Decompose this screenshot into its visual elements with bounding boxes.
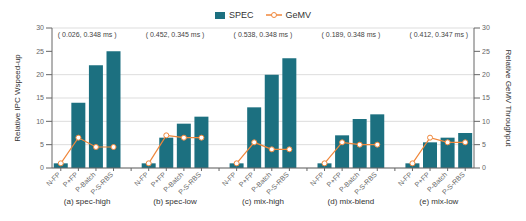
svg-text:P-S-RBS: P-S-RBS xyxy=(441,171,466,196)
svg-text:P-Batch: P-Batch xyxy=(425,170,449,194)
svg-text:25: 25 xyxy=(36,48,44,55)
svg-text:P-Batch: P-Batch xyxy=(162,170,185,194)
svg-text:30: 30 xyxy=(482,24,490,31)
svg-text:P-S-RBS: P-S-RBS xyxy=(89,171,114,196)
svg-text:P+FP: P+FP xyxy=(325,170,343,189)
svg-text:30: 30 xyxy=(36,24,44,31)
svg-text:( 0.412, 0.347 ms ): ( 0.412, 0.347 ms ) xyxy=(409,31,468,39)
svg-text:10: 10 xyxy=(482,118,490,125)
svg-text:N-FP: N-FP xyxy=(309,171,326,188)
svg-text:0: 0 xyxy=(482,164,486,171)
svg-text:P+FP: P+FP xyxy=(61,170,80,189)
svg-text:P-Batch: P-Batch xyxy=(74,170,97,194)
svg-text:P+FP: P+FP xyxy=(237,170,255,189)
svg-text:N-FP: N-FP xyxy=(45,171,62,188)
svg-text:N-FP: N-FP xyxy=(221,171,238,188)
svg-text:( 0.189, 0.348 ms ): ( 0.189, 0.348 ms ) xyxy=(322,31,381,39)
svg-text:P-S-RBS: P-S-RBS xyxy=(265,171,290,196)
svg-text:(b) spec-low: (b) spec-low xyxy=(153,197,197,206)
svg-text:P-Batch: P-Batch xyxy=(249,170,273,194)
svg-text:10: 10 xyxy=(36,118,44,125)
svg-text:(d) mix-blend: (d) mix-blend xyxy=(328,197,375,206)
html-text:SPEC: SPEC xyxy=(229,10,254,20)
svg-text:Relative IPC Wspeed-up: Relative IPC Wspeed-up xyxy=(13,54,22,142)
svg-text:N-FP: N-FP xyxy=(133,171,150,188)
svg-text:P-S-RBS: P-S-RBS xyxy=(353,171,378,196)
svg-text:15: 15 xyxy=(482,94,490,101)
svg-text:(c) mix-high: (c) mix-high xyxy=(242,197,284,206)
svg-text:P+FP: P+FP xyxy=(413,170,431,189)
svg-text:5: 5 xyxy=(40,141,44,148)
svg-text:0: 0 xyxy=(40,164,44,171)
svg-text:5: 5 xyxy=(482,141,486,148)
svg-text:(e) mix-low: (e) mix-low xyxy=(419,197,458,206)
html-text:GeMV: GeMV xyxy=(285,10,311,20)
svg-text:( 0.452, 0.345 ms ): ( 0.452, 0.345 ms ) xyxy=(146,31,205,39)
svg-text:N-FP: N-FP xyxy=(397,171,414,188)
svg-text:20: 20 xyxy=(482,71,490,78)
svg-text:( 0.026, 0.348 ms ): ( 0.026, 0.348 ms ) xyxy=(58,31,117,39)
svg-text:25: 25 xyxy=(482,48,490,55)
svg-text:(a) spec-high: (a) spec-high xyxy=(64,197,111,206)
svg-text:15: 15 xyxy=(36,94,44,101)
svg-text:20: 20 xyxy=(36,71,44,78)
svg-text:P+FP: P+FP xyxy=(149,170,167,189)
svg-text:P-Batch: P-Batch xyxy=(337,170,361,194)
svg-text:Relative GeMV Throughput: Relative GeMV Throughput xyxy=(504,50,513,148)
svg-text:( 0.538, 0.348 ms ): ( 0.538, 0.348 ms ) xyxy=(234,31,293,39)
svg-text:P-S-RBS: P-S-RBS xyxy=(177,171,202,196)
